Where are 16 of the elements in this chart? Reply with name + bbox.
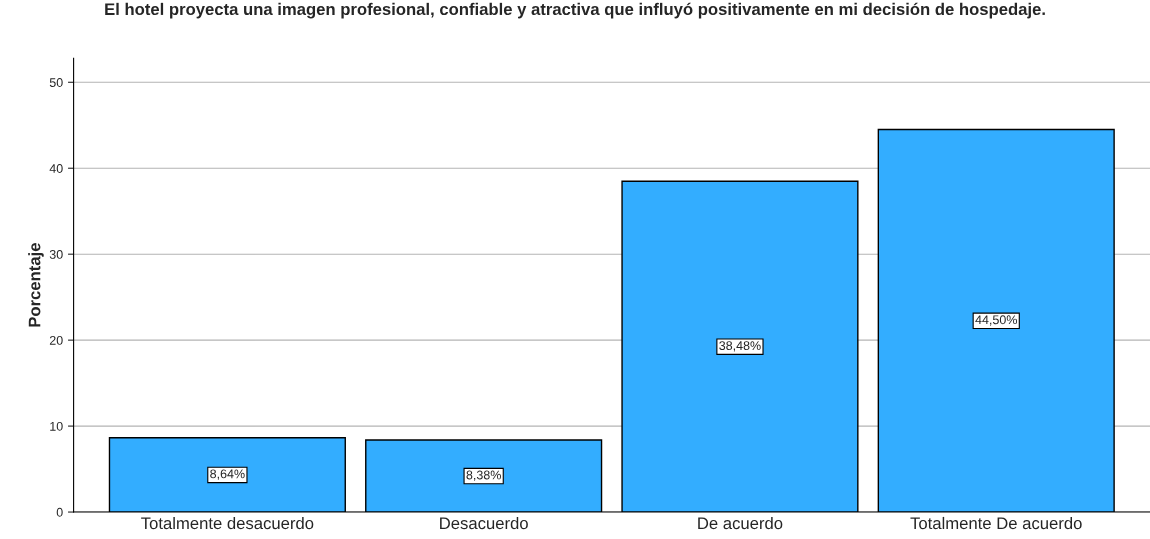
data-label: 8,64% — [210, 469, 245, 480]
data-label: 38,48% — [719, 341, 761, 352]
data-label: 44,50% — [975, 315, 1017, 326]
y-axis-title: Porcentaje — [28, 243, 44, 327]
chart-title: El hotel proyecta una imagen profesional, confiable y atractiva que influyó positivamente en mi decisión de hospedaje. — [105, 2, 1045, 19]
y-tick-label: 30 — [49, 249, 63, 259]
y-tick-label: 20 — [49, 335, 63, 345]
y-tick-label: 40 — [49, 164, 63, 173]
x-tick-label: Totalmente De acuerdo — [910, 516, 1082, 530]
y-tick-label: 0 — [56, 507, 63, 517]
x-tick-label: Desacuerdo — [440, 516, 528, 530]
x-tick-label: Totalmente desacuerdo — [141, 516, 314, 530]
x-tick-label: De acuerdo — [698, 516, 783, 530]
data-label: 8,38% — [466, 470, 501, 481]
y-tick-label: 10 — [50, 421, 63, 431]
y-tick-label: 50 — [49, 78, 63, 87]
